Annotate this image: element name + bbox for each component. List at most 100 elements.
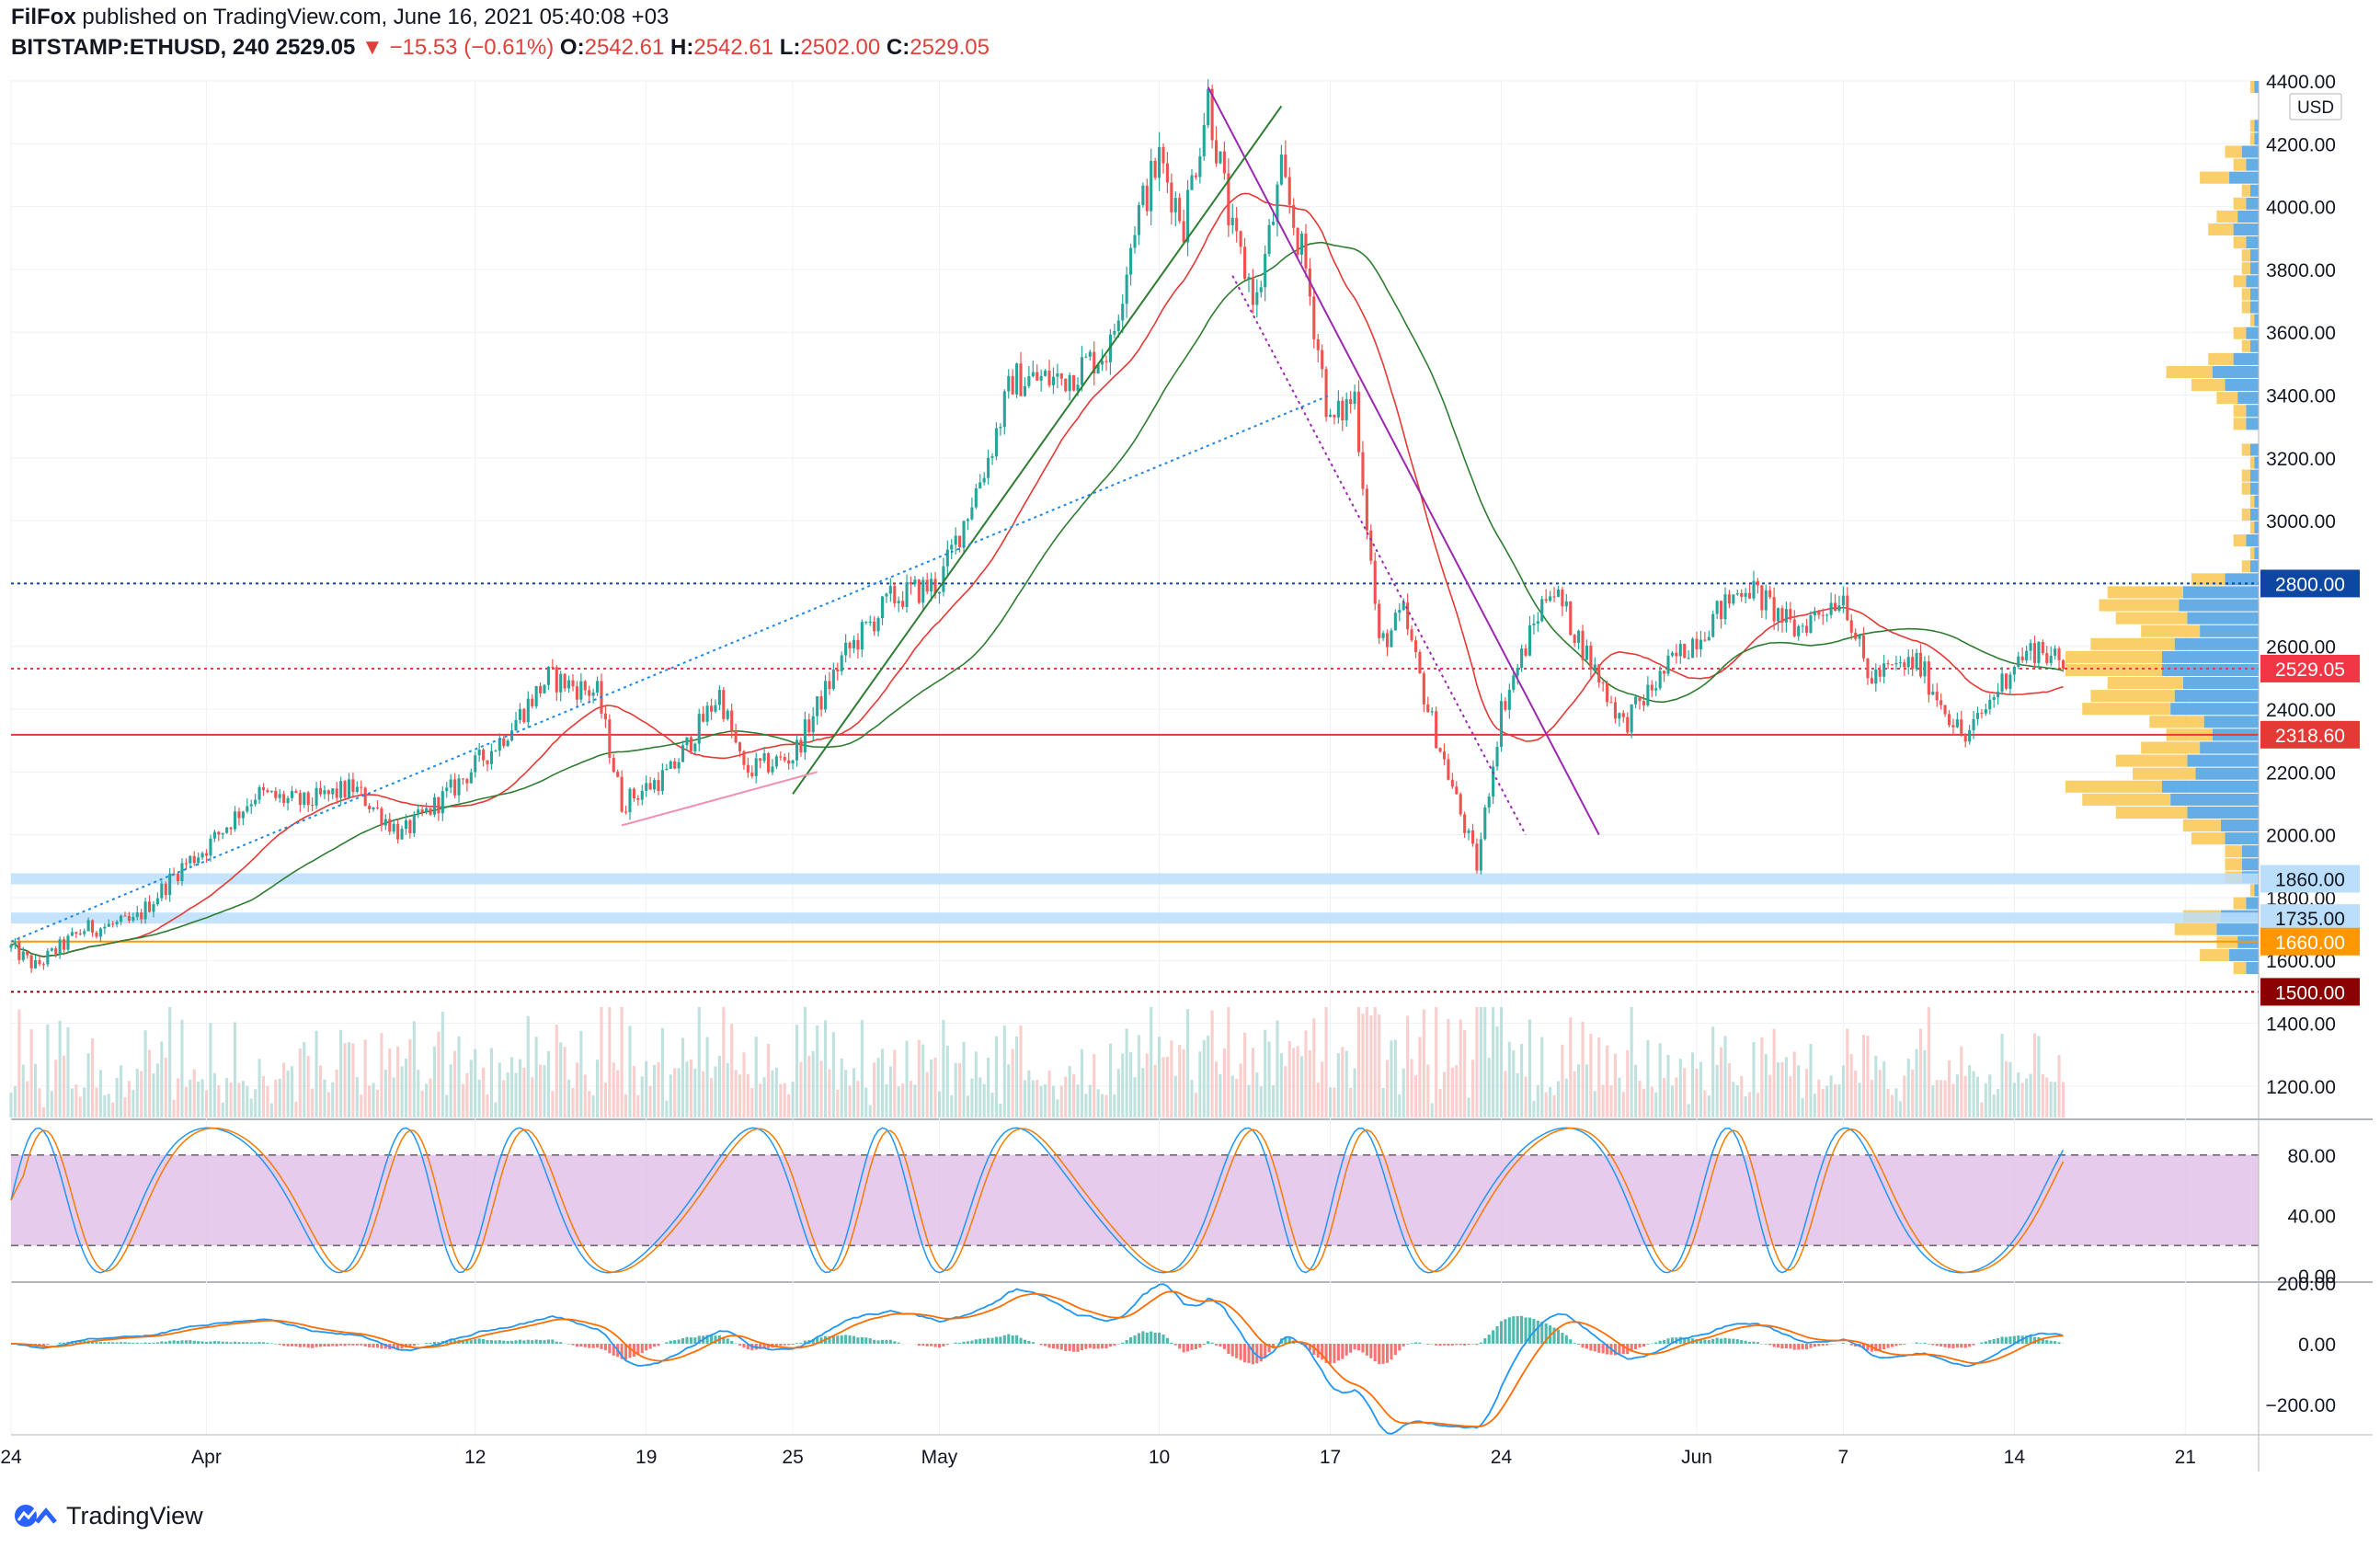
macd-histogram-bar — [791, 1344, 795, 1345]
tradingview-footer[interactable]: TradingView — [13, 1497, 203, 1534]
macd-line — [10, 1283, 2064, 1435]
volume-bar — [669, 1074, 672, 1117]
volume-bar — [1581, 1022, 1585, 1117]
candle-body — [1002, 391, 1006, 428]
volume-bar — [1561, 1044, 1564, 1117]
macd-histogram-bar — [286, 1344, 290, 1346]
macd-histogram-bar — [147, 1342, 152, 1344]
volume-bar — [774, 1067, 778, 1117]
volume-bar — [34, 1063, 38, 1117]
macd-histogram-bar — [298, 1344, 302, 1347]
candle-body — [994, 428, 999, 457]
volume-bar — [937, 1091, 942, 1117]
candle-body — [1829, 602, 1833, 615]
vp-up-bar — [2182, 677, 2259, 690]
macd-histogram-bar — [1011, 1335, 1014, 1344]
volume-bar — [1455, 1065, 1459, 1117]
currency-box — [2289, 93, 2342, 120]
volume-bar — [152, 1073, 155, 1117]
macd-histogram-bar — [828, 1335, 831, 1344]
macd-histogram-bar — [1695, 1338, 1699, 1344]
macd-histogram-bar — [474, 1339, 477, 1344]
macd-pane — [10, 1283, 2065, 1435]
macd-histogram-bar — [1459, 1344, 1462, 1346]
macd-histogram-bar — [1646, 1344, 1650, 1345]
macd-histogram-bar — [603, 1344, 607, 1351]
macd-histogram-bar — [1470, 1344, 1475, 1345]
macd-histogram-bar — [78, 1341, 82, 1344]
macd-histogram-bar — [1227, 1344, 1230, 1355]
volume-bar — [1597, 1037, 1601, 1117]
candle-body — [876, 618, 880, 632]
candle-body — [1678, 644, 1682, 657]
trendlines[interactable] — [10, 86, 1600, 943]
macd-histogram-bar — [726, 1338, 729, 1344]
macd-histogram-bar — [978, 1338, 982, 1344]
vp-down-bar — [2241, 249, 2250, 262]
horizontal-levels[interactable] — [11, 582, 2259, 993]
candle-body — [237, 811, 241, 819]
macd-histogram-bar — [1084, 1344, 1088, 1349]
volume-bar — [432, 1046, 437, 1117]
candle-body — [63, 939, 66, 950]
macd-histogram-bar — [1002, 1335, 1006, 1344]
volume-bar — [282, 1062, 286, 1117]
volume-bar — [1951, 1083, 1955, 1117]
volume-bar — [831, 1032, 835, 1117]
candle-body — [546, 666, 550, 685]
volume-bar — [1837, 1083, 1841, 1117]
macd-histogram-bar — [1927, 1344, 1930, 1345]
candle-body — [1116, 320, 1120, 331]
candle-body — [1564, 602, 1568, 607]
macd-histogram-bar — [551, 1339, 555, 1344]
macd-histogram-bar — [1918, 1343, 1923, 1344]
volume-bar — [1015, 1036, 1019, 1117]
candle-body — [229, 827, 233, 830]
volume-bar — [1051, 1085, 1055, 1117]
volume-bar — [660, 1027, 664, 1117]
macd-histogram-bar — [811, 1338, 815, 1344]
candle-body — [1874, 670, 1878, 684]
macd-histogram-bar — [819, 1337, 823, 1344]
vp-down-bar — [2241, 339, 2250, 352]
volume-bar — [531, 1077, 534, 1117]
candle-body — [225, 827, 229, 833]
volume-bar — [1353, 1068, 1356, 1117]
vp-up-bar — [2220, 819, 2259, 832]
candle-body — [693, 743, 697, 751]
volume-bar — [172, 1099, 176, 1117]
candle-body — [608, 719, 612, 758]
volume-bar — [160, 1041, 164, 1117]
candle-body — [1918, 652, 1923, 677]
volume-bar — [1621, 1092, 1625, 1117]
candle-body — [204, 853, 209, 856]
macd-histogram-bar — [856, 1337, 860, 1344]
candle-body — [1894, 662, 1898, 665]
volume-bar — [1108, 1043, 1112, 1117]
candle-body — [1145, 185, 1149, 212]
macd-histogram-bar — [1601, 1344, 1605, 1354]
candle-body — [689, 737, 692, 751]
macd-histogram-bar — [1992, 1338, 1996, 1344]
candle-body — [17, 942, 21, 960]
macd-histogram-bar — [221, 1341, 224, 1344]
volume-bar — [1846, 1028, 1849, 1117]
macd-histogram-bar — [1356, 1344, 1361, 1351]
candle-body — [1194, 175, 1197, 178]
candle-body — [331, 788, 335, 795]
volume-bar — [868, 1105, 872, 1117]
volume-bar — [648, 1085, 652, 1117]
candle-body — [1968, 729, 1972, 742]
candle-body — [673, 761, 677, 769]
author-name[interactable]: FilFox — [11, 5, 76, 29]
macd-histogram-bar — [705, 1335, 709, 1344]
volume-bar — [311, 1088, 315, 1117]
symbol-label[interactable]: BITSTAMP:ETHUSD, 240 — [11, 35, 269, 60]
candle-body — [2057, 648, 2061, 660]
macd-histogram-bar — [1402, 1344, 1405, 1346]
volume-bar — [278, 1078, 281, 1117]
candle-body — [974, 488, 978, 508]
volume-bar — [1992, 1094, 1996, 1117]
volume-bar — [738, 1074, 742, 1117]
